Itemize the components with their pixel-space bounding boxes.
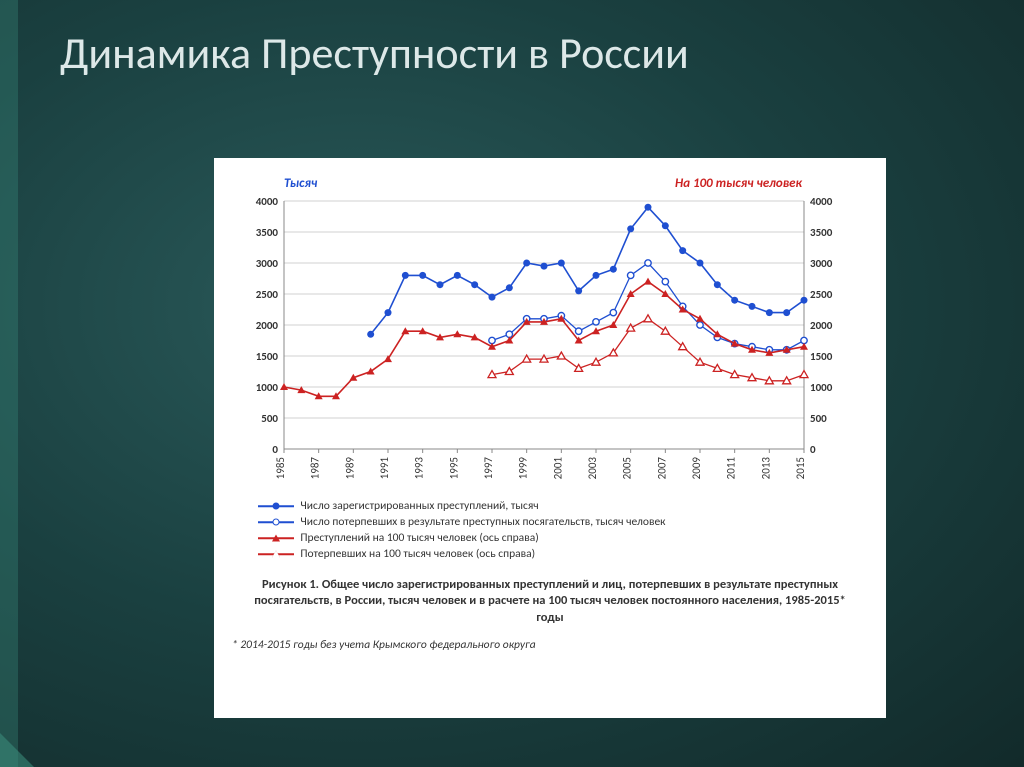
svg-text:4000: 4000: [810, 195, 833, 208]
slide-title: Динамика Преступности в России: [0, 0, 1024, 79]
y-left-axis-title: Тысяч: [284, 176, 317, 191]
svg-text:1500: 1500: [810, 350, 833, 363]
legend-item: Потерпевших на 100 тысяч человек (ось сп…: [258, 547, 841, 561]
svg-text:1995: 1995: [447, 457, 460, 479]
svg-text:500: 500: [261, 412, 278, 425]
legend-label: Потерпевших на 100 тысяч человек (ось сп…: [300, 547, 535, 561]
svg-text:1989: 1989: [343, 457, 356, 480]
svg-text:2001: 2001: [551, 457, 564, 480]
chart-svg: 0 0 500 500 1000 1000 1500 1500 2000 2000 2500 2500…: [226, 195, 874, 485]
svg-text:2000: 2000: [810, 319, 833, 332]
svg-text:2000: 2000: [256, 319, 279, 332]
legend-label: Преступлений на 100 тысяч человек (ось с…: [300, 531, 538, 545]
svg-text:2013: 2013: [759, 457, 772, 480]
svg-text:2009: 2009: [690, 457, 703, 480]
svg-text:1991: 1991: [378, 457, 391, 480]
svg-text:2015: 2015: [794, 457, 807, 479]
svg-text:1993: 1993: [413, 457, 426, 480]
svg-text:3500: 3500: [256, 226, 279, 239]
svg-text:0: 0: [810, 443, 816, 456]
svg-text:2011: 2011: [725, 457, 738, 480]
svg-text:500: 500: [810, 412, 827, 425]
accent-bar: [0, 0, 18, 767]
svg-text:3000: 3000: [810, 257, 833, 270]
svg-text:1000: 1000: [810, 381, 833, 394]
svg-text:1985: 1985: [274, 457, 287, 479]
chart-legend: Число зарегистрированных преступлений, т…: [258, 499, 841, 561]
legend-label: Число зарегистрированных преступлений, т…: [300, 499, 538, 513]
svg-text:3000: 3000: [256, 257, 279, 270]
svg-text:2500: 2500: [256, 288, 279, 301]
svg-text:3500: 3500: [810, 226, 833, 239]
svg-text:2500: 2500: [810, 288, 833, 301]
svg-text:1000: 1000: [256, 381, 279, 394]
svg-text:4000: 4000: [256, 195, 279, 208]
chart-card: Тысяч На 100 тысяч человек 0 0 500 500 1000 1…: [214, 158, 886, 718]
chart-plot: 0 0 500 500 1000 1000 1500 1500 2000 2000 2500 2500…: [226, 195, 874, 485]
svg-text:1500: 1500: [256, 350, 279, 363]
svg-text:2005: 2005: [621, 457, 634, 479]
legend-item: Преступлений на 100 тысяч человек (ось с…: [258, 531, 841, 545]
legend-label: Число потерпевших в результате преступны…: [300, 515, 665, 529]
svg-text:0: 0: [272, 443, 278, 456]
y-right-axis-title: На 100 тысяч человек: [675, 176, 802, 191]
svg-text:1999: 1999: [517, 457, 530, 480]
legend-item: Число зарегистрированных преступлений, т…: [258, 499, 841, 513]
legend-item: Число потерпевших в результате преступны…: [258, 515, 841, 529]
accent-triangle: [0, 733, 34, 767]
svg-text:1987: 1987: [309, 457, 322, 480]
chart-footnote: * 2014-2015 годы без учета Крымского фед…: [232, 638, 874, 652]
chart-caption: Рисунок 1. Общее число зарегистрированны…: [252, 577, 848, 626]
svg-text:2003: 2003: [586, 457, 599, 480]
svg-text:1997: 1997: [482, 457, 495, 480]
svg-text:2007: 2007: [655, 457, 668, 480]
